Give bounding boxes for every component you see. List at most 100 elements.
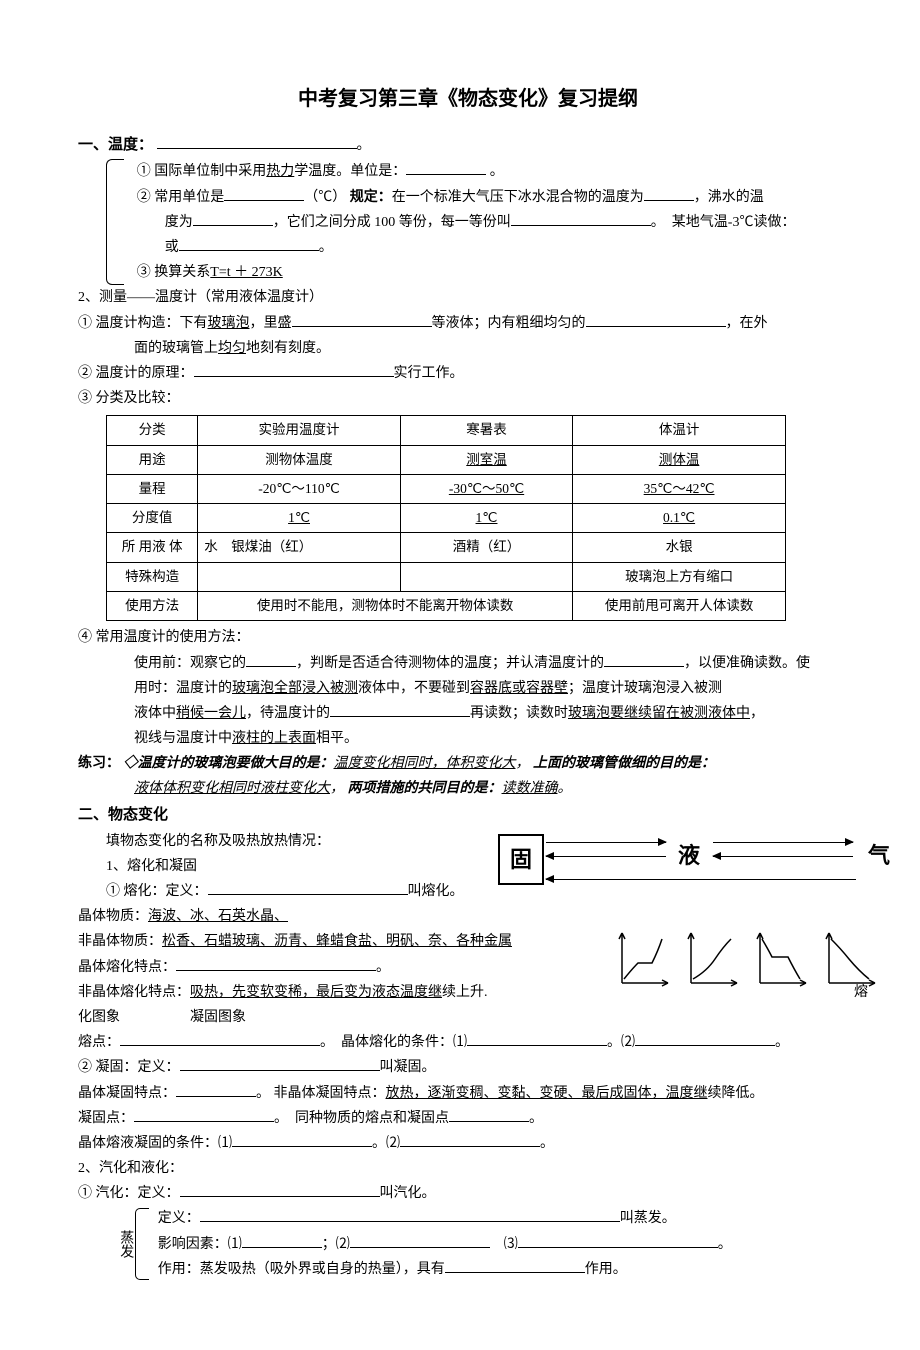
text: 吸热，先变软变稀，最后变为液态温度继 (190, 985, 442, 1000)
text: 容器底或容器壁 (470, 681, 568, 696)
arrow-icon (546, 856, 666, 857)
text: 液体中 (134, 706, 176, 721)
text: 度为 (165, 215, 193, 230)
text: 玻璃泡全部浸入被测 (232, 681, 358, 696)
text: ② 凝固：定义： (78, 1060, 180, 1075)
text: 在一个标准大气压下冰水混合物的温度为 (392, 190, 644, 205)
text: （℃） (304, 190, 346, 205)
text: 叫熔化。 (408, 884, 464, 899)
text: ，里盛 (250, 316, 292, 331)
text: ；⑵ (322, 1237, 350, 1252)
text: T=t ＋ 273K (210, 265, 282, 280)
text: ， (330, 781, 344, 796)
table-cell: 使用方法 (107, 592, 198, 621)
section-1: 一、温度： 。 (78, 132, 858, 159)
text: ⑶ (490, 1237, 518, 1252)
table-cell (400, 562, 572, 591)
text: 化图象 凝固图象 (78, 1005, 858, 1030)
text: 。 晶体熔化的条件：⑴ (320, 1035, 467, 1050)
text: ， (750, 706, 764, 721)
text: 晶体熔液凝固的条件：⑴ (78, 1136, 232, 1151)
text: 。 (319, 240, 333, 255)
blank (194, 362, 394, 377)
text: 实行工作。 (394, 366, 464, 381)
text: 用时：温度计的 (134, 681, 232, 696)
text: 上面的玻璃管做细的目的是： (533, 756, 715, 771)
text: 。⑵ (372, 1136, 400, 1151)
blank (511, 211, 651, 226)
text: ④ 常用温度计的使用方法： (78, 625, 858, 650)
table-cell: 测物体温度 (198, 445, 401, 474)
text: 地刻有刻度。 (246, 341, 330, 356)
text: ① 汽化：定义： (78, 1186, 180, 1201)
text: ，它们之间分成 100 等份，每一等份叫 (273, 215, 511, 230)
blank (232, 1132, 372, 1147)
text: ，沸水的温 (694, 190, 764, 205)
text: ③ 换算关系 (137, 265, 211, 280)
mini-graphs (616, 929, 878, 989)
bracket-icon (135, 1208, 149, 1280)
text: 晶体凝固特点： (78, 1086, 176, 1101)
text: 。⑵ (607, 1035, 635, 1050)
table-cell: 特殊构造 (107, 562, 198, 591)
text: ，待温度计的 (246, 706, 330, 721)
text: ，以便准确读数。使 (684, 656, 810, 671)
table-cell: -30℃～50℃ (400, 474, 572, 503)
text: 放热，逐渐变稠、变黏、变硬、最后成固体，温度继 (386, 1086, 708, 1101)
text: 两项措施的共同目的是： (348, 781, 502, 796)
text: 。 非晶体凝固特点： (256, 1086, 386, 1101)
text: 学温度。单位是： (294, 164, 406, 179)
blank (330, 702, 470, 717)
text: 液体中，不要碰到 (358, 681, 470, 696)
text: 定义： (158, 1211, 200, 1226)
text: 热力 (266, 164, 294, 179)
blank (179, 236, 319, 251)
blank (467, 1031, 607, 1046)
melt-crystal-graph-icon (616, 929, 671, 989)
phase-diagram: 固 液 气 (498, 824, 918, 884)
blank (449, 1107, 529, 1122)
text: 稍候一会儿 (176, 706, 246, 721)
text: 作用。 (585, 1262, 627, 1277)
text: 续上升. (442, 985, 488, 1000)
text: 海波、冰、石英水晶、 (148, 909, 288, 924)
practice-head: 练习： (78, 756, 120, 771)
blank (200, 1207, 620, 1222)
text: ◇温度计的玻璃泡要做大目的是： (124, 756, 334, 771)
text: 相平。 (316, 731, 358, 746)
arrow-icon (713, 856, 853, 857)
text: 。 (540, 1136, 554, 1151)
table-cell: 水银 (573, 533, 786, 562)
table-cell: 35℃～42℃ (573, 474, 786, 503)
text: ② 常用单位是 (137, 190, 225, 205)
text: 再读数；读数时 (470, 706, 568, 721)
blank (604, 652, 684, 667)
text: 熔点： (78, 1035, 120, 1050)
solidify-amorphous-graph-icon (823, 929, 878, 989)
evap-group: 蒸发 定义：叫蒸发。 影响因素：⑴；⑵ ⑶。 作用：蒸发吸热（吸外界或自身的热量… (113, 1206, 858, 1282)
text: 规定： (350, 190, 392, 205)
table-cell: 0.1℃ (573, 504, 786, 533)
text: ② 温度计的原理： (78, 366, 194, 381)
table-cell: 1℃ (400, 504, 572, 533)
table-cell: 使用前甩可离开人体读数 (573, 592, 786, 621)
table-cell (198, 562, 401, 591)
text: 晶体熔化特点： (78, 960, 176, 975)
text: ；温度计玻璃泡浸入被测 (568, 681, 722, 696)
text: 或 (165, 240, 179, 255)
phase-gas: 气 (868, 836, 890, 876)
blank (176, 956, 376, 971)
table-header: 寒暑表 (400, 416, 572, 445)
blank (180, 1056, 380, 1071)
blank (134, 1107, 274, 1122)
bracket-icon (106, 159, 124, 285)
text: ，判断是否适合待测物体的温度；并认清温度计的 (296, 656, 604, 671)
text: 作用：蒸发吸热（吸外界或自身的热量），具有 (158, 1262, 445, 1277)
text: 凝固点： (78, 1111, 134, 1126)
text: 续降低。 (708, 1086, 764, 1101)
text: 。 同种物质的熔点和凝固点 (274, 1111, 449, 1126)
text: 2、汽化和液化： (78, 1156, 858, 1181)
blank (292, 312, 432, 327)
blank (157, 134, 357, 149)
phase-liquid: 液 (678, 836, 700, 876)
